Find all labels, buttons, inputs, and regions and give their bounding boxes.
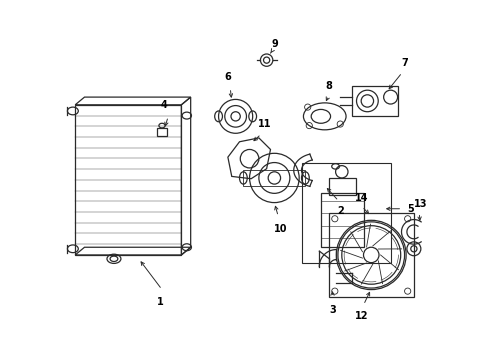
Bar [75,105,181,255]
Text: 1: 1 [157,297,164,307]
Bar [157,128,168,136]
Text: 4: 4 [161,100,168,110]
Bar [244,170,305,186]
Text: 5: 5 [408,204,415,214]
Bar [329,178,356,195]
Bar [301,163,391,263]
Text: 2: 2 [337,206,343,216]
Text: 12: 12 [355,311,368,321]
Text: 9: 9 [271,39,278,49]
Text: 11: 11 [258,120,271,130]
Bar [352,86,398,116]
Text: 10: 10 [274,224,287,234]
Text: 14: 14 [355,193,368,203]
Text: 3: 3 [329,305,336,315]
Text: 8: 8 [325,81,332,91]
Text: 13: 13 [414,199,428,209]
Bar [321,193,364,247]
Text: 6: 6 [224,72,231,82]
Text: 7: 7 [401,58,408,68]
Bar [329,213,414,297]
